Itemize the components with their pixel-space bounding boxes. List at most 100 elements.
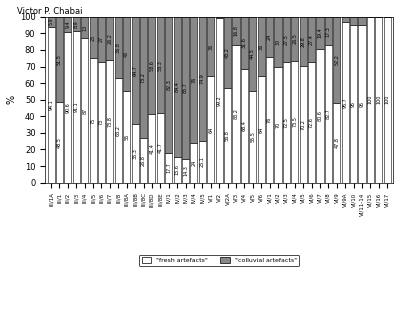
Text: 55: 55 <box>124 134 129 140</box>
Bar <box>56 17 63 102</box>
Bar <box>291 61 298 183</box>
Text: 99.2: 99.2 <box>217 95 222 106</box>
Text: 26.8: 26.8 <box>141 155 146 166</box>
Text: 25: 25 <box>90 34 96 41</box>
Text: 13: 13 <box>82 24 87 30</box>
Text: 27: 27 <box>99 36 104 42</box>
Text: 29.8: 29.8 <box>301 36 306 47</box>
Text: 64: 64 <box>208 127 213 133</box>
Bar <box>132 124 139 183</box>
Text: 55.5: 55.5 <box>250 131 255 142</box>
Text: 8.9: 8.9 <box>74 20 79 28</box>
Bar <box>216 17 223 18</box>
Text: 36: 36 <box>259 44 264 50</box>
Bar <box>98 17 105 62</box>
Bar <box>283 62 290 183</box>
Bar <box>342 22 349 183</box>
Bar <box>258 17 265 77</box>
Bar <box>157 114 164 183</box>
Bar <box>64 32 72 183</box>
Bar <box>266 17 273 57</box>
Text: 90.6: 90.6 <box>65 102 70 113</box>
Text: 100: 100 <box>376 95 381 104</box>
Bar <box>325 17 332 45</box>
Text: 26.5: 26.5 <box>292 33 297 44</box>
Text: 24: 24 <box>267 34 272 40</box>
Text: 44.5: 44.5 <box>250 48 255 59</box>
Bar <box>316 17 324 49</box>
Text: 30: 30 <box>276 39 280 45</box>
Text: 82.7: 82.7 <box>326 109 331 119</box>
Text: 73.5: 73.5 <box>292 116 297 127</box>
Bar <box>157 17 164 114</box>
Bar <box>308 17 315 62</box>
Text: 83.2: 83.2 <box>234 108 238 119</box>
Bar <box>148 114 156 183</box>
Text: 27.5: 27.5 <box>284 34 289 45</box>
Bar <box>106 60 114 183</box>
Bar <box>258 77 265 183</box>
Bar <box>174 17 181 157</box>
Text: 76: 76 <box>267 117 272 123</box>
Bar <box>132 17 139 124</box>
Text: 100: 100 <box>385 95 390 104</box>
Bar <box>190 143 198 183</box>
Text: 25.1: 25.1 <box>200 156 205 167</box>
Bar <box>73 17 80 31</box>
Bar <box>48 17 55 26</box>
Bar <box>241 69 248 183</box>
Text: 24: 24 <box>192 160 196 166</box>
Bar <box>350 17 357 25</box>
Bar <box>249 91 256 183</box>
Bar <box>224 17 231 88</box>
Text: 94.1: 94.1 <box>48 99 54 110</box>
Text: 16.8: 16.8 <box>234 25 238 36</box>
Bar <box>182 17 189 159</box>
Text: 82.3: 82.3 <box>166 80 171 91</box>
Bar <box>333 103 340 183</box>
Text: 19.4: 19.4 <box>318 27 322 38</box>
Text: 73: 73 <box>99 119 104 125</box>
Bar <box>81 17 88 38</box>
Text: 35.3: 35.3 <box>133 148 138 159</box>
Bar <box>115 17 122 78</box>
Bar <box>333 17 340 103</box>
Text: 74.9: 74.9 <box>200 73 205 84</box>
Bar <box>224 88 231 183</box>
Text: 17.7: 17.7 <box>166 163 171 174</box>
Text: 45: 45 <box>124 51 129 57</box>
Text: 48.5: 48.5 <box>57 137 62 148</box>
Bar <box>174 157 181 183</box>
Text: 80.6: 80.6 <box>318 110 322 121</box>
Bar <box>64 17 72 32</box>
Text: 84.4: 84.4 <box>175 81 180 92</box>
Bar <box>56 102 63 183</box>
Bar <box>73 31 80 183</box>
Text: 95: 95 <box>351 101 356 107</box>
Text: 41.4: 41.4 <box>150 143 154 154</box>
Bar <box>48 26 55 183</box>
Bar <box>140 17 147 138</box>
Legend: "fresh artefacts", "colluvial artefacts": "fresh artefacts", "colluvial artefacts" <box>139 255 299 266</box>
Bar <box>190 17 198 143</box>
Bar <box>165 153 172 183</box>
Text: 73.2: 73.2 <box>141 72 146 83</box>
Bar <box>300 66 307 183</box>
Text: 64.7: 64.7 <box>133 65 138 76</box>
Text: 36.8: 36.8 <box>116 42 121 53</box>
Bar <box>308 62 315 183</box>
Bar <box>300 17 307 66</box>
Bar <box>274 67 282 183</box>
Text: 31.6: 31.6 <box>242 38 247 49</box>
Text: 56.8: 56.8 <box>225 130 230 141</box>
Text: 100: 100 <box>368 95 373 104</box>
Text: 41.7: 41.7 <box>158 143 163 154</box>
Bar <box>115 78 122 183</box>
Bar <box>232 44 240 183</box>
Bar <box>358 25 366 183</box>
Text: 63.2: 63.2 <box>116 125 121 136</box>
Bar <box>232 17 240 44</box>
Bar <box>182 159 189 183</box>
Text: 95: 95 <box>360 101 364 107</box>
Text: 72.6: 72.6 <box>309 117 314 128</box>
